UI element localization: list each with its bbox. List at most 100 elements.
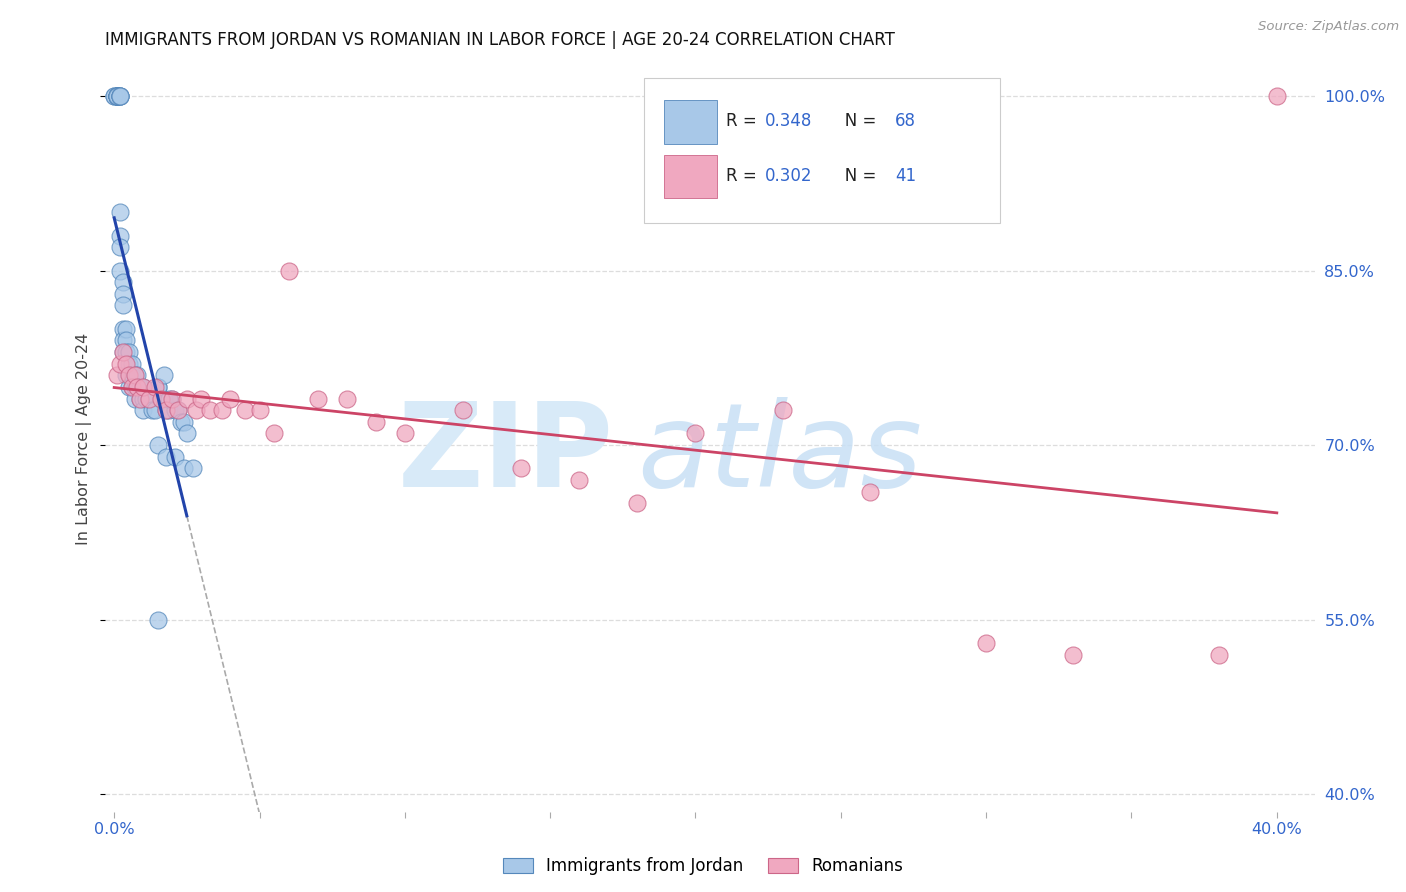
Point: [111, 345, 134, 359]
Point: [170, 415, 193, 429]
Point: [138, 392, 160, 406]
Point: [114, 345, 136, 359]
Point: [146, 380, 169, 394]
Point: [111, 334, 134, 348]
Point: [118, 345, 141, 359]
Point: [127, 380, 149, 394]
Point: [121, 368, 143, 383]
Point: [233, 403, 256, 417]
FancyBboxPatch shape: [664, 155, 717, 198]
Point: [105, 89, 128, 103]
Point: [149, 392, 172, 406]
Point: [167, 403, 190, 417]
Text: 68: 68: [896, 112, 917, 130]
Point: [162, 392, 184, 406]
Point: [219, 392, 242, 406]
Text: N =: N =: [828, 168, 882, 186]
Text: ZIP: ZIP: [398, 397, 613, 512]
Point: [157, 403, 180, 417]
Point: [118, 380, 141, 394]
Point: [176, 426, 198, 441]
Text: R =: R =: [725, 112, 762, 130]
Point: [108, 89, 131, 103]
Point: [394, 426, 416, 441]
Point: [114, 368, 136, 383]
Point: [121, 357, 143, 371]
Point: [124, 368, 146, 383]
Point: [132, 392, 155, 406]
Text: atlas: atlas: [637, 397, 922, 511]
Point: [277, 263, 299, 277]
Point: [121, 380, 143, 394]
Point: [108, 89, 131, 103]
Point: [111, 345, 134, 359]
Point: [127, 380, 149, 394]
Point: [105, 89, 128, 103]
Point: [165, 403, 187, 417]
Point: [173, 461, 195, 475]
Point: [152, 392, 174, 406]
Point: [364, 415, 387, 429]
Point: [105, 368, 128, 383]
Point: [181, 461, 204, 475]
Point: [118, 368, 141, 383]
Point: [685, 426, 707, 441]
Point: [108, 89, 131, 103]
Point: [111, 298, 134, 312]
Point: [859, 484, 882, 499]
Point: [198, 403, 221, 417]
Point: [146, 380, 169, 394]
Point: [1062, 648, 1084, 662]
Point: [249, 403, 271, 417]
Text: 0.302: 0.302: [765, 168, 811, 186]
Point: [132, 403, 155, 417]
Point: [155, 450, 177, 464]
Point: [129, 392, 152, 406]
Point: [141, 403, 163, 417]
Point: [103, 89, 125, 103]
Text: 41: 41: [896, 168, 917, 186]
Y-axis label: In Labor Force | Age 20-24: In Labor Force | Age 20-24: [76, 334, 93, 545]
Point: [108, 205, 131, 219]
Point: [336, 392, 359, 406]
Point: [135, 392, 157, 406]
Point: [157, 392, 180, 406]
Point: [127, 368, 149, 383]
Point: [211, 403, 233, 417]
Point: [121, 380, 143, 394]
Point: [124, 380, 146, 394]
Point: [451, 403, 474, 417]
Point: [155, 403, 177, 417]
Legend: Immigrants from Jordan, Romanians: Immigrants from Jordan, Romanians: [496, 851, 910, 882]
Point: [307, 392, 329, 406]
Point: [108, 228, 131, 243]
Point: [149, 392, 172, 406]
Point: [105, 89, 128, 103]
Point: [108, 89, 131, 103]
Point: [974, 636, 997, 650]
Point: [143, 403, 166, 417]
Point: [129, 380, 152, 394]
Point: [132, 380, 155, 394]
Point: [129, 392, 152, 406]
Point: [105, 89, 128, 103]
Point: [1265, 89, 1288, 103]
Text: IMMIGRANTS FROM JORDAN VS ROMANIAN IN LABOR FORCE | AGE 20-24 CORRELATION CHART: IMMIGRANTS FROM JORDAN VS ROMANIAN IN LA…: [105, 31, 896, 49]
Point: [510, 461, 533, 475]
Point: [118, 368, 141, 383]
Point: [167, 403, 190, 417]
Point: [124, 392, 146, 406]
Point: [105, 89, 128, 103]
Point: [626, 496, 648, 510]
Point: [111, 322, 134, 336]
Point: [103, 89, 125, 103]
Point: [108, 357, 131, 371]
Point: [143, 380, 166, 394]
Point: [124, 368, 146, 383]
Point: [108, 263, 131, 277]
Point: [772, 403, 794, 417]
Point: [114, 322, 136, 336]
Point: [114, 357, 136, 371]
Text: Source: ZipAtlas.com: Source: ZipAtlas.com: [1258, 20, 1399, 33]
Point: [152, 368, 174, 383]
